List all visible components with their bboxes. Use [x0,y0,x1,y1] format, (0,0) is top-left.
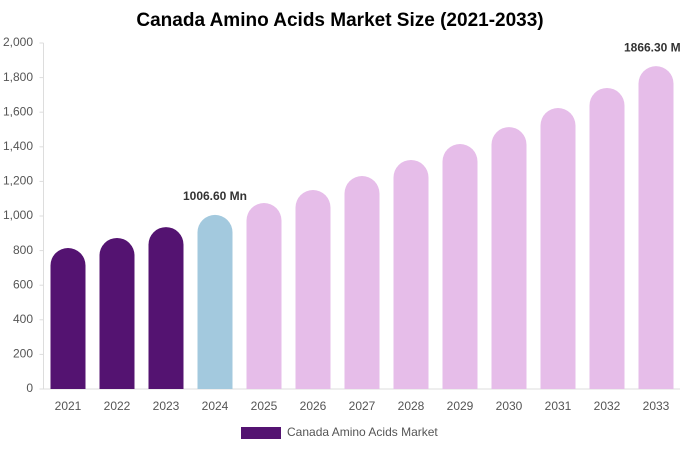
y-tick-label: 1,600 [3,104,33,118]
value-label: 1006.60 Mn [183,189,247,203]
y-tick-label: 400 [13,312,33,326]
bar [197,214,233,389]
y-tick-label: 1,200 [3,174,33,188]
chart-title: Canada Amino Acids Market Size (2021-203… [136,10,543,31]
bar [246,203,282,389]
x-tick-label: 2029 [447,399,474,413]
bar [295,190,331,389]
x-tick-label: 2027 [349,399,376,413]
bar [540,108,576,389]
y-tick-label: 1,400 [3,139,33,153]
y-tick-label: 600 [13,277,33,291]
x-tick-label: 2030 [496,399,523,413]
y-tick-label: 800 [13,243,33,257]
x-tick-label: 2021 [55,399,82,413]
x-tick-label: 2031 [545,399,572,413]
x-tick-label: 2028 [398,399,425,413]
x-tick-label: 2032 [594,399,621,413]
bar [393,159,429,389]
x-tick-label: 2025 [251,399,278,413]
bar [491,127,527,390]
x-tick-label: 2022 [104,399,131,413]
bar [589,87,625,389]
bar [344,176,380,389]
legend-swatch [241,427,281,439]
legend-label: Canada Amino Acids Market [287,425,438,439]
y-tick-label: 200 [13,347,33,361]
bar [442,144,478,389]
y-tick-label: 1,000 [3,208,33,222]
value-label: 1866.30 Mn [624,40,680,54]
x-tick-label: 2026 [300,399,327,413]
x-tick-label: 2024 [202,399,229,413]
bar [50,248,86,389]
y-tick-label: 1,800 [3,70,33,84]
y-tick-label: 2,000 [3,35,33,49]
y-tick-label: 0 [26,381,33,395]
bar [148,227,184,389]
x-tick-label: 2033 [643,399,670,413]
bar [99,237,135,389]
x-tick-label: 2023 [153,399,180,413]
bar [638,66,674,389]
